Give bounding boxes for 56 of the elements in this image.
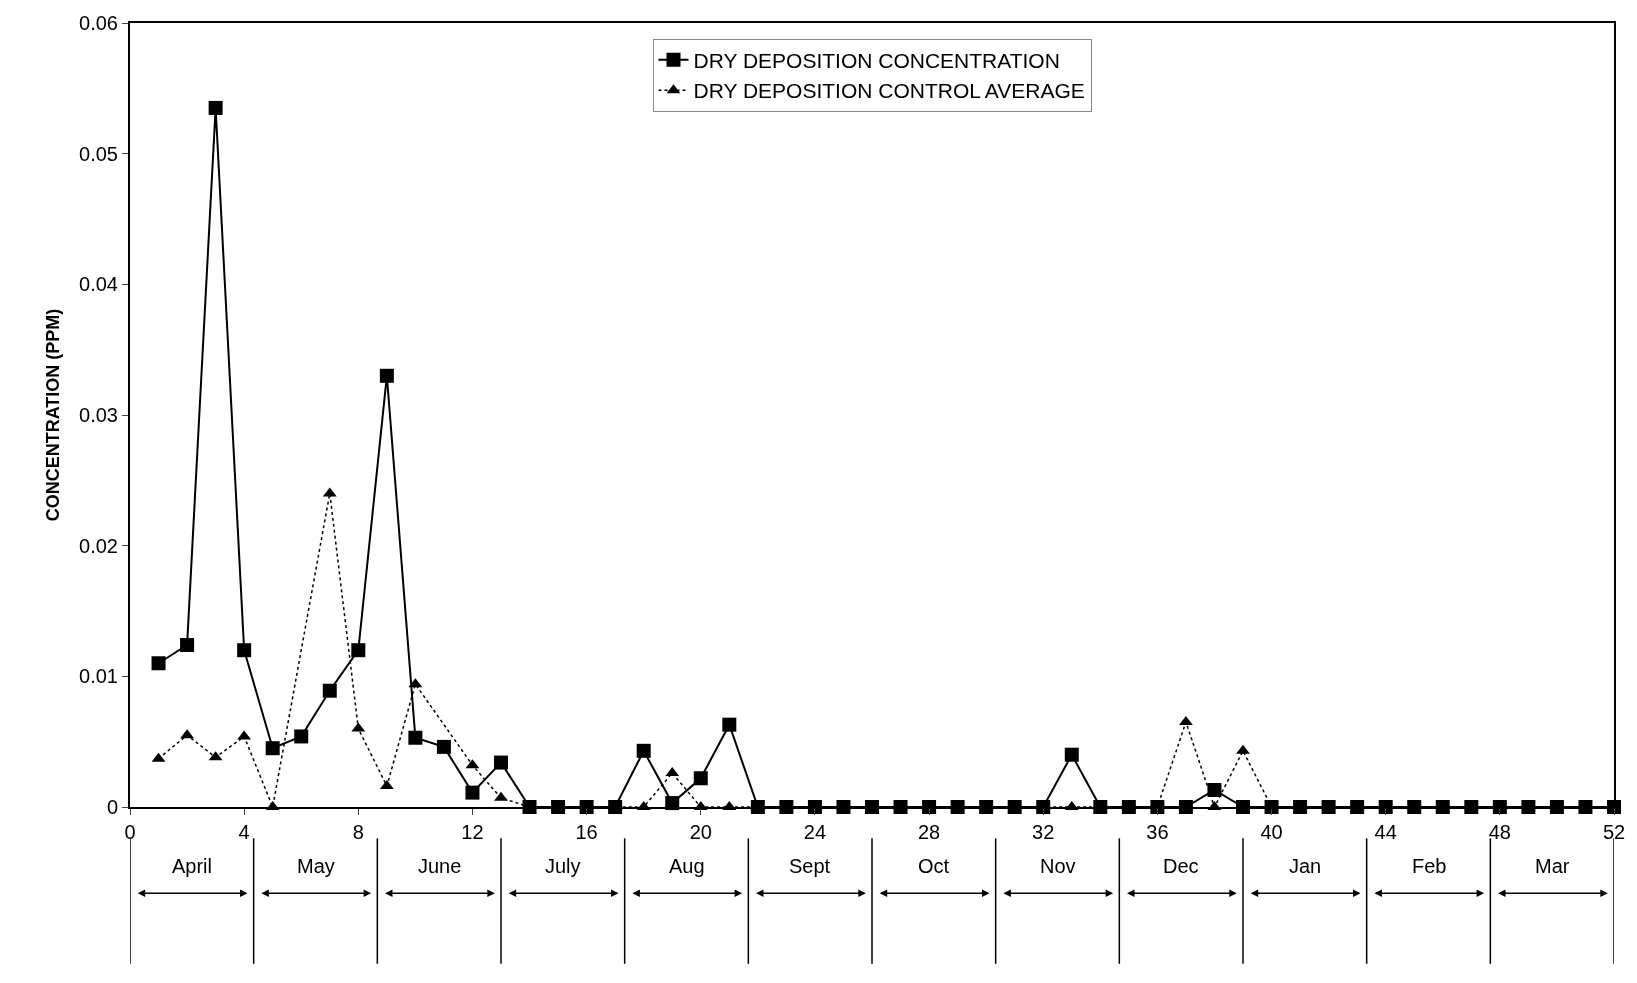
y-tick-label: 0.02 (79, 534, 118, 557)
x-tick-label: 48 (1488, 821, 1511, 843)
text: Mar (1535, 855, 1570, 877)
text: Dec (1163, 855, 1199, 877)
text: Feb (1412, 855, 1447, 877)
point (1207, 783, 1222, 798)
y-tick-label: 0.04 (79, 273, 118, 296)
y-tick-label: 0 (106, 796, 118, 818)
x-tick-label: 40 (1260, 821, 1283, 843)
point (322, 683, 337, 698)
y-axis-title: CONCENTRATION (PPM) (42, 308, 63, 522)
x-tick-label: 16 (575, 821, 598, 843)
y-tick-label: 0.06 (79, 12, 118, 34)
point (1064, 747, 1079, 762)
point (494, 791, 508, 801)
text: Aug (669, 855, 705, 877)
point (693, 771, 708, 786)
point (351, 643, 366, 658)
point (294, 729, 309, 744)
point (722, 717, 737, 732)
point (265, 741, 280, 756)
text: May (297, 855, 335, 877)
point (180, 637, 195, 652)
x-tick-label: 28 (917, 821, 941, 843)
x-tick-label: 4 (238, 821, 250, 843)
x-tick-label: 44 (1374, 821, 1397, 843)
point (237, 643, 252, 658)
text: April (172, 855, 213, 877)
x-tick-label: 52 (1602, 821, 1626, 843)
text: Oct (918, 855, 950, 877)
point (208, 100, 223, 115)
point (465, 785, 480, 800)
text: June (418, 855, 462, 877)
text: Sept (789, 855, 831, 877)
x-tick-label: 8 (352, 821, 364, 843)
text: July (545, 855, 581, 877)
legend-label: DRY DEPOSITION CONCENTRATION (693, 49, 1060, 73)
x-tick-label: 36 (1146, 821, 1169, 843)
point (408, 730, 423, 745)
x-tick-label: 32 (1032, 821, 1055, 843)
point (1236, 744, 1250, 754)
point (494, 755, 508, 770)
point (379, 368, 394, 383)
x-tick-label: 0 (124, 821, 136, 843)
y-tick-label: 0.01 (79, 665, 118, 688)
legend-label: DRY DEPOSITION CONTROL AVERAGE (693, 79, 1085, 103)
text: Jan (1289, 855, 1322, 877)
point (436, 739, 451, 754)
y-tick-label: 0.05 (79, 142, 118, 165)
x-tick-label: 20 (689, 821, 712, 843)
point (636, 743, 651, 758)
y-tick-label: 0.03 (79, 404, 118, 426)
x-tick-label: 12 (461, 821, 484, 843)
text: Nov (1040, 855, 1076, 877)
x-tick-label: 24 (803, 821, 827, 843)
point (151, 656, 166, 671)
